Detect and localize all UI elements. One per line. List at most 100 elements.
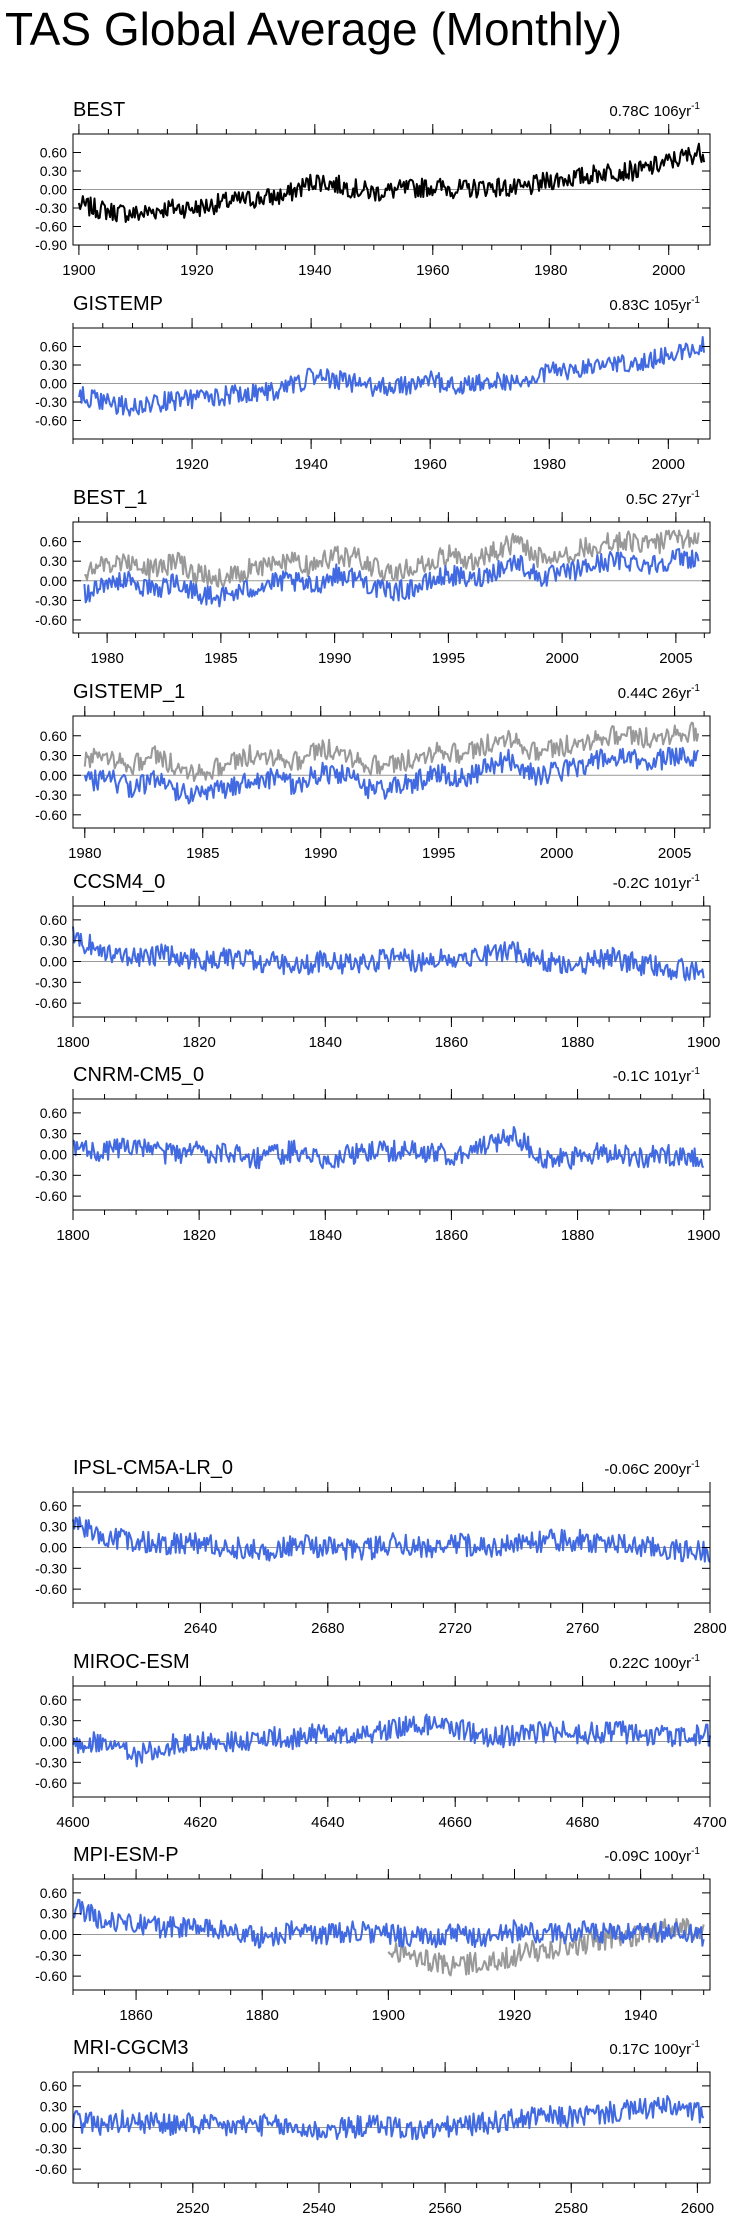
panel-title: IPSL-CM5A-LR_0 xyxy=(73,1457,233,1479)
y-tick-label: 0.30 xyxy=(40,1126,67,1142)
x-tick-label: 1980 xyxy=(534,262,567,279)
panel-title: MPI-ESM-P xyxy=(73,1844,179,1866)
y-tick-label: -0.30 xyxy=(35,2140,67,2156)
panel-stats-value: 0.83C 105yr xyxy=(609,297,691,314)
x-tick-label: 1800 xyxy=(56,1034,89,1051)
x-tick-label: 1820 xyxy=(182,1034,215,1051)
x-tick-label: 2005 xyxy=(658,845,691,862)
x-tick-label: 4680 xyxy=(566,1814,599,1831)
x-tick-label: 1940 xyxy=(294,456,327,473)
panel-stats-exponent: -1 xyxy=(691,1653,700,1664)
panel-stats: 0.83C 105yr-1 xyxy=(609,295,700,314)
y-tick-label: 0.60 xyxy=(40,728,67,744)
x-tick-label: 2000 xyxy=(545,650,578,667)
x-tick-label: 1960 xyxy=(414,456,447,473)
series-line-gistemp-1-0 xyxy=(83,721,700,782)
x-tick-label: 2720 xyxy=(439,1620,472,1637)
panel-title: BEST_1 xyxy=(73,487,147,509)
y-tick-label: 0.00 xyxy=(40,767,67,783)
x-tick-label: 4620 xyxy=(184,1814,217,1831)
panel-stats: 0.22C 100yr-1 xyxy=(609,1653,700,1672)
x-tick-label: 1800 xyxy=(56,1227,89,1244)
x-tick-label: 1860 xyxy=(435,1227,468,1244)
x-tick-label: 1985 xyxy=(204,650,237,667)
panel-stats-value: 0.17C 100yr xyxy=(609,2041,691,2058)
x-tick-label: 2560 xyxy=(428,2200,461,2217)
y-tick-label: 0.60 xyxy=(40,1692,67,1708)
x-tick-label: 2580 xyxy=(555,2200,588,2217)
panel-stats: 0.44C 26yr-1 xyxy=(618,683,701,702)
series-line-ipsl-cm5a-lr-0-0 xyxy=(72,1516,711,1563)
x-tick-label: 1980 xyxy=(68,845,101,862)
x-tick-label: 4660 xyxy=(439,1814,472,1831)
y-tick-label: 0.30 xyxy=(40,933,67,949)
x-tick-label: 2000 xyxy=(540,845,573,862)
x-tick-label: 1900 xyxy=(687,1227,720,1244)
x-tick-label: 1995 xyxy=(432,650,465,667)
x-tick-label: 4600 xyxy=(56,1814,89,1831)
panel-stats: 0.5C 27yr-1 xyxy=(626,489,700,508)
x-tick-label: 1820 xyxy=(182,1227,215,1244)
series-line-cnrm-cm5-0-0 xyxy=(72,1126,704,1170)
y-tick-label: -0.60 xyxy=(35,807,67,823)
y-tick-label: 0.30 xyxy=(40,1713,67,1729)
y-tick-label: -0.90 xyxy=(35,237,67,253)
x-tick-label: 4700 xyxy=(693,1814,726,1831)
y-tick-label: -0.60 xyxy=(35,1581,67,1597)
y-tick-label: -0.30 xyxy=(35,1560,67,1576)
panel-best-1: BEST_1 0.5C 27yr-1 -0.60 -0.30 0.00 0.30 0.60 1… xyxy=(35,487,711,667)
x-tick-label: 1990 xyxy=(318,650,351,667)
series-line-mpi-esm-p-1 xyxy=(72,1898,705,1949)
y-tick-label: 0.60 xyxy=(40,912,67,928)
panel-stats: -0.06C 200yr-1 xyxy=(604,1459,700,1478)
x-tick-label: 1995 xyxy=(422,845,455,862)
panel-title: MIROC-ESM xyxy=(73,1651,190,1673)
x-tick-label: 2005 xyxy=(659,650,692,667)
panel-title: GISTEMP xyxy=(73,293,163,315)
x-tick-label: 1980 xyxy=(533,456,566,473)
plot-frame xyxy=(72,715,711,829)
y-tick-label: 0.60 xyxy=(40,1885,67,1901)
x-tick-label: 1940 xyxy=(624,2007,657,2024)
x-tick-label: 1920 xyxy=(498,2007,531,2024)
series-line-best-0 xyxy=(77,142,706,223)
x-tick-label: 2760 xyxy=(566,1620,599,1637)
panel-best: BEST 0.78C 106yr-1 -0.90 -0.60 -0.30 0.00 0.30… xyxy=(35,99,711,279)
x-tick-label: 1900 xyxy=(687,1034,720,1051)
y-tick-label: 0.60 xyxy=(40,1105,67,1121)
panel-title: GISTEMP_1 xyxy=(73,681,185,703)
x-tick-label: 1880 xyxy=(561,1034,594,1051)
panel-stats: 0.78C 106yr-1 xyxy=(609,101,700,120)
y-tick-label: 0.30 xyxy=(40,163,67,179)
y-tick-label: 0.00 xyxy=(40,1927,67,1943)
x-tick-label: 1900 xyxy=(372,2007,405,2024)
x-tick-label: 1940 xyxy=(298,262,331,279)
y-tick-label: -0.60 xyxy=(35,2161,67,2177)
panel-stats-value: -0.09C 100yr xyxy=(604,1848,691,1865)
panel-mri-cgcm3: MRI-CGCM3 0.17C 100yr-1 -0.60 -0.30 0.00 0.30… xyxy=(35,2037,714,2217)
y-tick-label: -0.30 xyxy=(35,1947,67,1963)
x-tick-label: 1900 xyxy=(62,262,95,279)
panel-stats-value: 0.22C 100yr xyxy=(609,1655,691,1672)
y-tick-label: -0.60 xyxy=(35,1188,67,1204)
panel-stats-value: -0.1C 101yr xyxy=(613,1068,691,1085)
y-tick-label: 0.30 xyxy=(40,1906,67,1922)
y-tick-label: 0.00 xyxy=(40,1147,67,1163)
y-tick-label: 0.60 xyxy=(40,145,67,161)
panel-stats-exponent: -1 xyxy=(691,2039,700,2050)
panel-gistemp: GISTEMP 0.83C 105yr-1 -0.60 -0.30 0.00 0.30 0.… xyxy=(35,293,711,473)
y-tick-label: 0.00 xyxy=(40,2120,67,2136)
series-line-miroc-esm-0 xyxy=(72,1713,711,1768)
y-tick-label: 0.00 xyxy=(40,954,67,970)
x-tick-label: 1920 xyxy=(175,456,208,473)
series-line-gistemp-1-1 xyxy=(83,746,700,805)
y-tick-label: -0.30 xyxy=(35,1167,67,1183)
panel-stats-value: 0.5C 27yr xyxy=(626,491,691,508)
y-tick-label: -0.30 xyxy=(35,787,67,803)
y-tick-label: -0.60 xyxy=(35,413,67,429)
panel-gistemp-1: GISTEMP_1 0.44C 26yr-1 -0.60 -0.30 0.00 0.30 0… xyxy=(35,681,711,862)
y-tick-label: -0.30 xyxy=(35,394,67,410)
y-tick-label: -0.60 xyxy=(35,1775,67,1791)
y-tick-label: -0.60 xyxy=(35,219,67,235)
